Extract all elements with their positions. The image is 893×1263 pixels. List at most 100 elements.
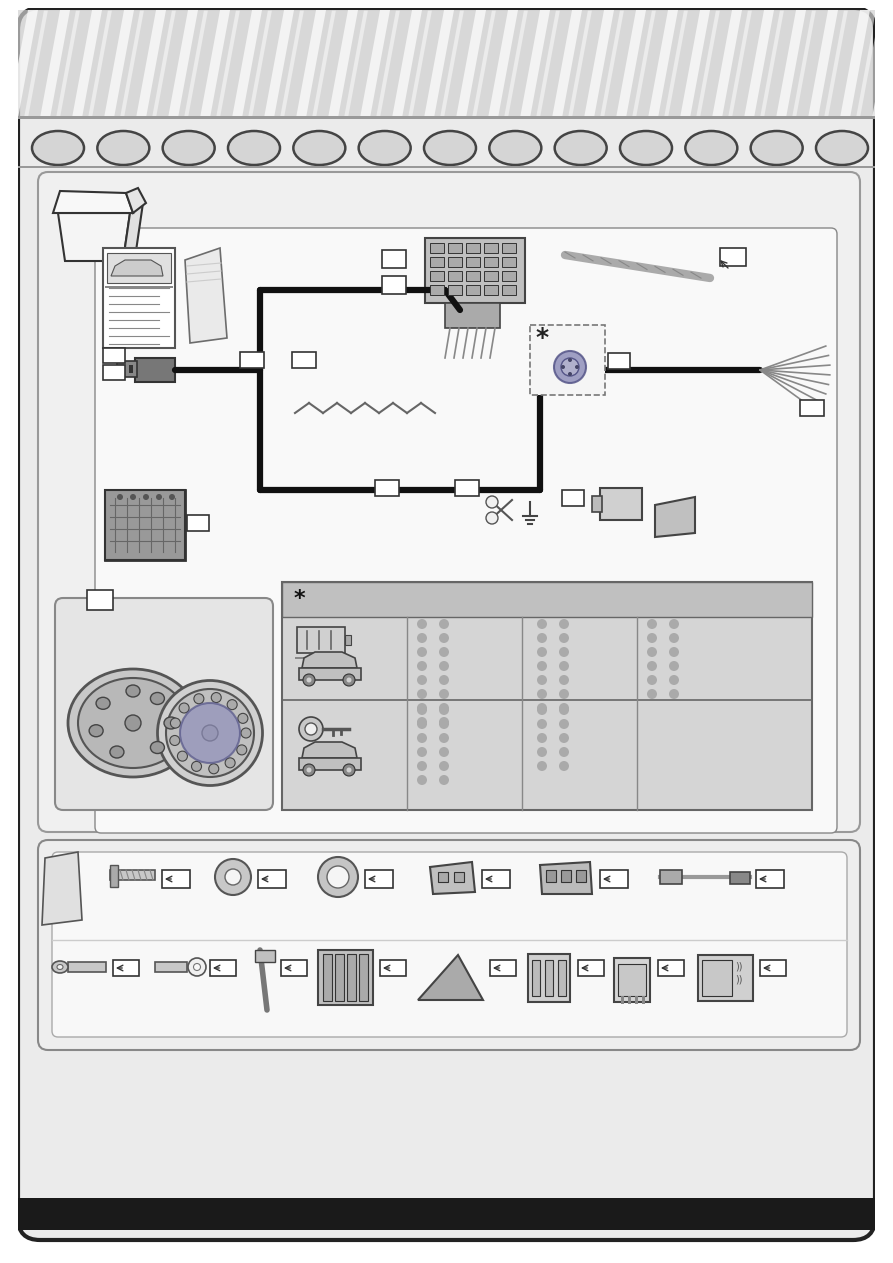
FancyBboxPatch shape	[95, 229, 837, 834]
Polygon shape	[92, 10, 140, 117]
FancyBboxPatch shape	[38, 840, 860, 1050]
Bar	[110, 870, 155, 880]
Bar	[502, 285, 516, 296]
Circle shape	[417, 619, 427, 629]
Circle shape	[299, 717, 323, 741]
Circle shape	[225, 869, 241, 885]
Bar	[621, 997, 624, 1004]
Bar	[117, 361, 137, 376]
Polygon shape	[892, 10, 893, 117]
Bar	[608, 352, 630, 369]
Polygon shape	[540, 10, 588, 117]
Circle shape	[191, 762, 202, 772]
Ellipse shape	[188, 959, 206, 976]
Bar	[430, 242, 444, 253]
Bar	[658, 960, 684, 976]
Text: ELECTRONICS: ELECTRONICS	[130, 405, 620, 469]
Circle shape	[343, 764, 355, 775]
Polygon shape	[316, 10, 364, 117]
Circle shape	[647, 619, 657, 629]
Bar	[698, 955, 753, 1002]
Circle shape	[117, 494, 123, 500]
Bar	[68, 962, 106, 973]
Circle shape	[561, 365, 565, 369]
Bar	[121, 365, 125, 373]
Circle shape	[417, 674, 427, 685]
Circle shape	[575, 365, 579, 369]
Circle shape	[559, 647, 569, 657]
Bar	[430, 256, 444, 266]
Bar	[105, 490, 185, 560]
Polygon shape	[126, 188, 146, 213]
Circle shape	[343, 674, 355, 686]
Polygon shape	[508, 10, 556, 117]
Bar	[482, 870, 510, 888]
Circle shape	[303, 674, 315, 686]
Bar	[642, 997, 645, 1004]
Bar	[546, 870, 556, 882]
Circle shape	[439, 733, 449, 743]
Bar	[0, 0, 893, 8]
Text: ))
)): )) ))	[735, 961, 742, 984]
Polygon shape	[232, 10, 262, 117]
Bar	[425, 237, 525, 303]
Circle shape	[215, 859, 251, 895]
Circle shape	[227, 700, 238, 710]
Polygon shape	[8, 10, 38, 117]
Bar	[318, 950, 373, 1005]
Bar	[528, 954, 570, 1002]
Bar	[448, 256, 462, 266]
Circle shape	[156, 494, 162, 500]
Ellipse shape	[166, 690, 254, 777]
Polygon shape	[380, 10, 428, 117]
Bar	[258, 870, 286, 888]
FancyBboxPatch shape	[55, 597, 273, 810]
Bar	[466, 242, 480, 253]
Circle shape	[537, 674, 547, 685]
Polygon shape	[0, 10, 6, 117]
Bar	[107, 253, 171, 283]
Bar	[466, 285, 480, 296]
Bar	[240, 352, 264, 368]
Circle shape	[417, 717, 427, 727]
Ellipse shape	[555, 131, 606, 165]
Polygon shape	[412, 10, 460, 117]
Polygon shape	[540, 863, 592, 894]
Polygon shape	[136, 10, 166, 117]
Ellipse shape	[157, 681, 263, 786]
Circle shape	[125, 715, 141, 731]
Circle shape	[647, 633, 657, 643]
Bar	[210, 960, 236, 976]
Circle shape	[417, 661, 427, 671]
Circle shape	[130, 494, 136, 500]
Bar	[255, 950, 275, 962]
Bar	[800, 400, 824, 416]
Polygon shape	[476, 10, 524, 117]
Circle shape	[169, 494, 175, 500]
Circle shape	[238, 714, 248, 724]
Circle shape	[439, 674, 449, 685]
Bar	[600, 870, 628, 888]
Circle shape	[417, 746, 427, 757]
Bar	[502, 242, 516, 253]
Bar	[345, 635, 351, 645]
Ellipse shape	[126, 685, 140, 697]
Polygon shape	[680, 10, 710, 117]
Polygon shape	[360, 10, 390, 117]
Polygon shape	[104, 10, 134, 117]
Bar	[448, 285, 462, 296]
Circle shape	[318, 858, 358, 897]
Circle shape	[559, 619, 569, 629]
Bar	[576, 870, 586, 882]
Circle shape	[559, 746, 569, 757]
Polygon shape	[860, 10, 893, 117]
Circle shape	[647, 661, 657, 671]
Ellipse shape	[180, 703, 240, 763]
Ellipse shape	[424, 131, 476, 165]
Circle shape	[306, 768, 312, 773]
Bar	[561, 870, 571, 882]
Bar	[382, 250, 406, 268]
Polygon shape	[764, 10, 812, 117]
Ellipse shape	[164, 717, 178, 729]
Polygon shape	[648, 10, 678, 117]
